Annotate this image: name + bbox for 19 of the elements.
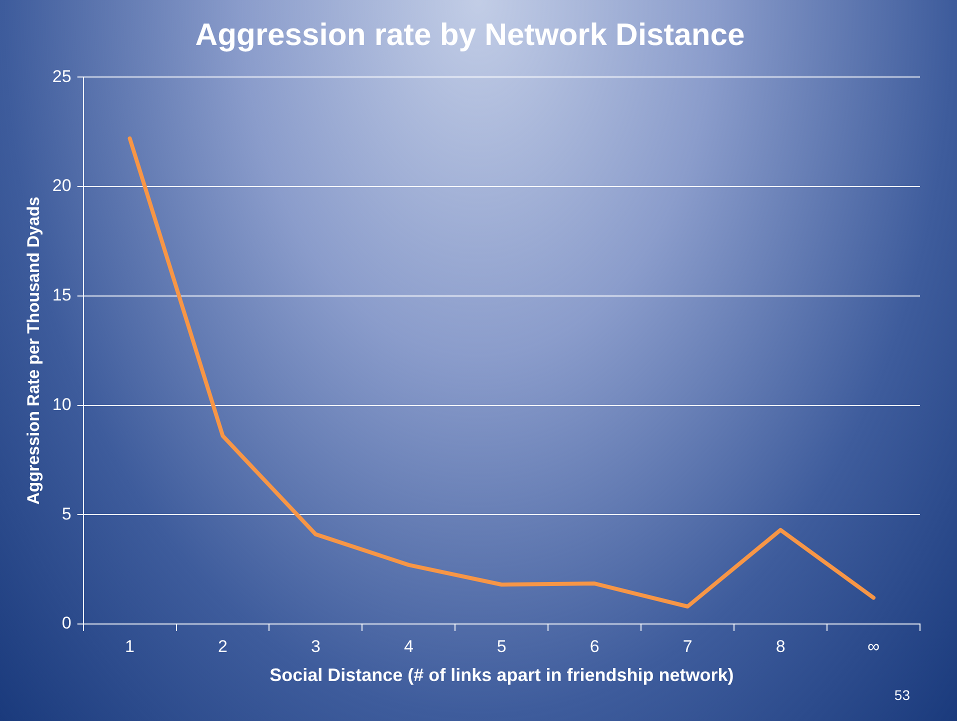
chart-title: Aggression rate by Network Distance (195, 17, 745, 52)
y-tick-label: 20 (52, 176, 72, 196)
y-tick-label: 0 (62, 614, 72, 633)
x-tick-label: 1 (125, 636, 135, 656)
y-axis-title: Aggression Rate per Thousand Dyads (24, 196, 43, 505)
x-tick-label: 4 (404, 636, 414, 656)
y-tick-label: 5 (62, 504, 72, 524)
y-tick-label: 25 (52, 66, 72, 86)
x-tick-label: 2 (218, 636, 228, 656)
text: 53 (894, 687, 910, 703)
x-tick-label: 5 (496, 636, 506, 656)
y-tick-label: 10 (52, 394, 72, 414)
x-axis-title: Social Distance (# of links apart in friendship network) (270, 665, 734, 686)
x-tick-label: 3 (310, 636, 320, 656)
x-tick-label: ∞ (867, 636, 880, 656)
y-tick-label: 15 (52, 286, 72, 305)
x-tick-label: 8 (776, 636, 786, 656)
x-tick-label: 7 (682, 636, 692, 656)
x-tick-label: 6 (590, 636, 600, 656)
